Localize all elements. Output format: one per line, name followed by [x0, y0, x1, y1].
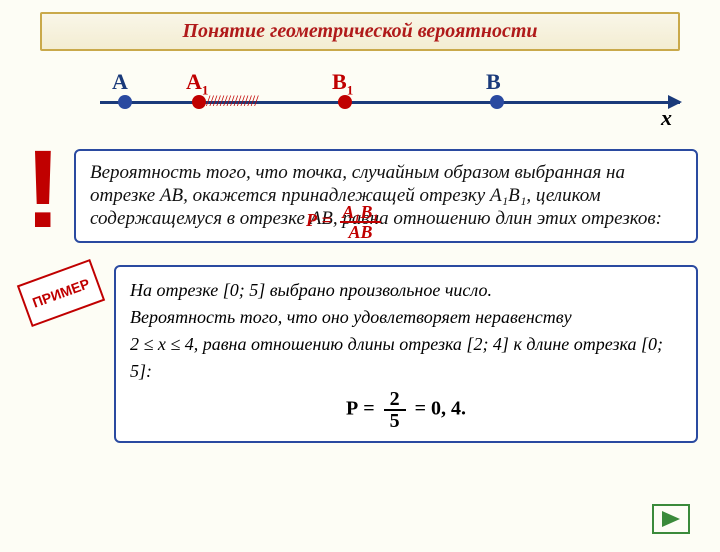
theorem-formula: Р = А₁В₁ АВ: [306, 203, 381, 241]
example-formula: Р = 25 = 0, 4.: [130, 389, 682, 431]
number-line-diagram: А А1 /////////////// В1 В x: [0, 61, 720, 131]
example-box: На отрезке [0; 5] выбрано произвольное ч…: [114, 265, 698, 443]
axis-line: [100, 101, 680, 104]
example-region: ПРИМЕР На отрезке [0; 5] выбрано произво…: [22, 265, 698, 443]
theorem-text: Вероятность того, что точка, случайным о…: [90, 161, 682, 231]
point-A: [118, 95, 132, 109]
axis-x-label: x: [661, 105, 672, 131]
exclamation-icon: !: [22, 149, 64, 243]
theorem-region: ! Вероятность того, что точка, случайным…: [22, 149, 698, 243]
example-line-1: На отрезке [0; 5] выбрано произвольное ч…: [130, 277, 682, 304]
arrow-right-icon: [660, 509, 682, 529]
point-A1: [192, 95, 206, 109]
point-label-B1: В1: [332, 69, 353, 98]
point-label-B: В: [486, 69, 501, 95]
example-line-2: Вероятность того, что оно удовлетворяет …: [130, 304, 682, 331]
slide-title-text: Понятие геометрической вероятности: [182, 20, 537, 42]
example-stamp: ПРИМЕР: [17, 259, 105, 327]
theorem-box: Вероятность того, что точка, случайным о…: [74, 149, 698, 243]
point-B: [490, 95, 504, 109]
point-B1: [338, 95, 352, 109]
segment-hatch: ///////////////: [206, 93, 338, 111]
example-line-3: 2 ≤ x ≤ 4, равна отношению длины отрезка…: [130, 331, 682, 385]
next-slide-button[interactable]: [652, 504, 690, 534]
slide-title: Понятие геометрической вероятности: [40, 12, 680, 51]
point-label-A: А: [112, 69, 128, 95]
